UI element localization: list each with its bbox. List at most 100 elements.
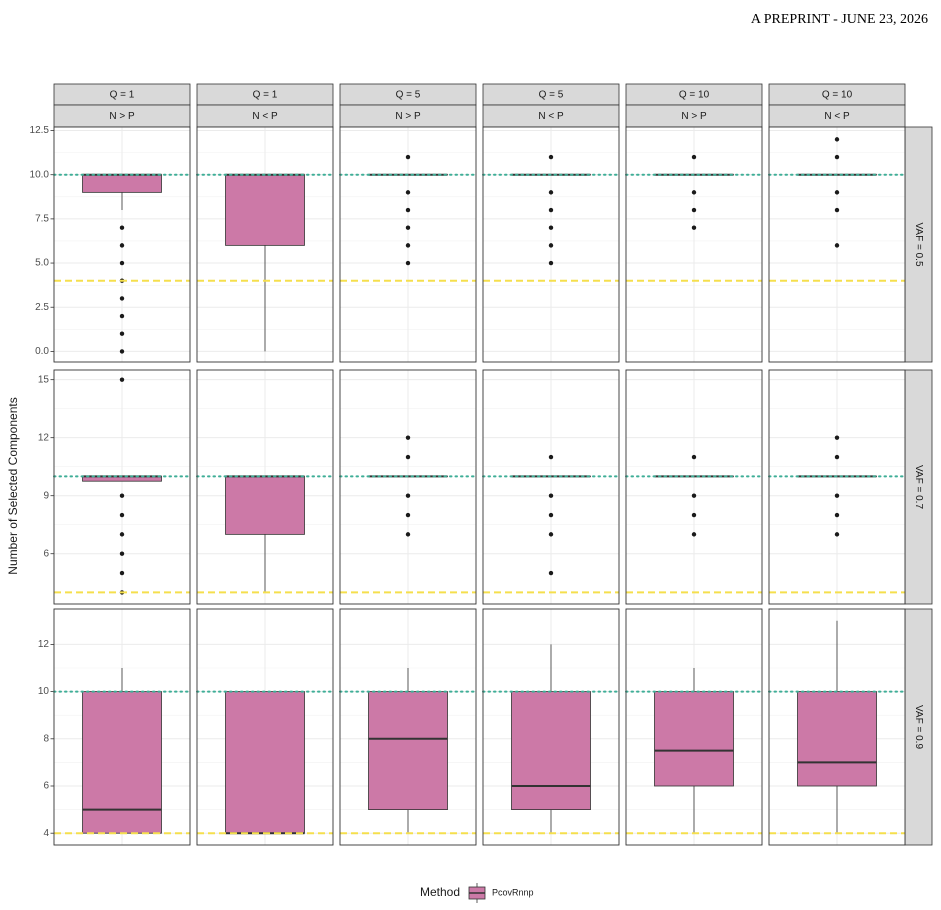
- panel-border: [196, 608, 334, 846]
- outlier: [405, 532, 411, 537]
- panel-border: [53, 369, 191, 605]
- column-strip-label: N > P: [681, 111, 707, 122]
- column-strip-label: Q = 5: [539, 90, 564, 101]
- column-strip-label: N < P: [824, 111, 850, 122]
- y-tick-label: 7.5: [35, 214, 49, 225]
- panel-border: [196, 126, 334, 363]
- outlier: [834, 154, 840, 160]
- outlier: [548, 260, 554, 266]
- panel-border: [339, 126, 477, 363]
- outlier: [119, 296, 125, 301]
- outlier: [548, 225, 554, 230]
- outlier: [405, 260, 411, 266]
- outlier: [119, 225, 125, 230]
- box: [225, 691, 305, 834]
- column-strip-label: N < P: [252, 111, 278, 122]
- row-strip-label: VAF = 0.7: [913, 465, 924, 509]
- outlier: [405, 225, 411, 230]
- panel-border: [339, 608, 477, 846]
- outlier: [691, 532, 697, 537]
- column-strip-label: Q = 1: [110, 90, 135, 101]
- outlier: [548, 532, 554, 537]
- outlier: [834, 512, 840, 518]
- outlier: [834, 493, 840, 498]
- legend-label: PcovRnnp: [492, 887, 534, 897]
- outlier: [691, 512, 697, 518]
- y-tick-label: 12.5: [30, 125, 50, 136]
- panel-border: [768, 126, 906, 363]
- y-tick-label: 0.0: [35, 346, 49, 357]
- row-strip-label: VAF = 0.9: [913, 705, 924, 749]
- outlier: [834, 207, 840, 213]
- y-tick-label: 6: [43, 548, 49, 559]
- panel-border: [339, 369, 477, 605]
- column-strip-label: N > P: [109, 111, 135, 122]
- strip-bg: [904, 608, 933, 846]
- panel-border: [53, 608, 191, 846]
- panel-border: [482, 369, 620, 605]
- outlier: [548, 207, 554, 213]
- y-tick-label: 4: [43, 828, 49, 839]
- column-strip-label: Q = 10: [679, 90, 710, 101]
- outlier: [119, 349, 125, 354]
- panel-border: [53, 126, 191, 363]
- y-tick-label: 10.0: [30, 169, 50, 180]
- outlier: [119, 313, 125, 319]
- outlier: [834, 532, 840, 537]
- outlier: [119, 512, 125, 518]
- outlier: [405, 243, 411, 248]
- outlier: [548, 570, 554, 576]
- y-tick-label: 15: [38, 374, 50, 385]
- outlier: [834, 190, 840, 195]
- y-tick-label: 6: [43, 781, 49, 792]
- box: [82, 691, 162, 834]
- box: [511, 691, 591, 810]
- outlier: [834, 435, 840, 440]
- panel-border: [625, 126, 763, 363]
- outlier: [548, 493, 554, 498]
- outlier: [119, 532, 125, 537]
- panel-border: [768, 608, 906, 846]
- outlier: [548, 243, 554, 248]
- y-tick-label: 9: [43, 490, 49, 501]
- panel-border: [625, 608, 763, 846]
- column-strip-label: N < P: [538, 111, 564, 122]
- box: [225, 475, 305, 535]
- outlier: [691, 207, 697, 213]
- outlier: [405, 435, 411, 440]
- page-header: A PREPRINT - JUNE 23, 2026: [751, 12, 928, 27]
- row-strip-label: VAF = 0.5: [913, 222, 924, 266]
- outlier: [691, 154, 697, 160]
- y-tick-label: 5.0: [35, 258, 49, 269]
- y-tick-label: 10: [38, 686, 50, 697]
- outlier: [119, 260, 125, 266]
- panel-border: [482, 608, 620, 846]
- outlier: [691, 190, 697, 195]
- outlier: [834, 243, 840, 248]
- outlier: [548, 154, 554, 160]
- y-axis-label: Number of Selected Components: [6, 397, 20, 574]
- legend-title: Method: [420, 885, 460, 899]
- outlier: [405, 454, 411, 460]
- column-strip-label: Q = 10: [822, 90, 853, 101]
- panel-border: [196, 369, 334, 605]
- column-strip-label: N > P: [395, 111, 421, 122]
- outlier: [405, 512, 411, 518]
- y-tick-label: 8: [43, 733, 49, 744]
- outlier: [691, 493, 697, 498]
- outlier: [405, 154, 411, 160]
- column-strip-label: Q = 5: [396, 90, 421, 101]
- outlier: [834, 137, 840, 142]
- box: [797, 691, 877, 787]
- outlier: [548, 454, 554, 460]
- box: [654, 691, 734, 787]
- outlier: [548, 190, 554, 195]
- outlier: [405, 493, 411, 498]
- outlier: [691, 454, 697, 460]
- outlier: [119, 243, 125, 248]
- box: [368, 691, 448, 810]
- y-tick-label: 2.5: [35, 302, 49, 313]
- outlier: [691, 225, 697, 230]
